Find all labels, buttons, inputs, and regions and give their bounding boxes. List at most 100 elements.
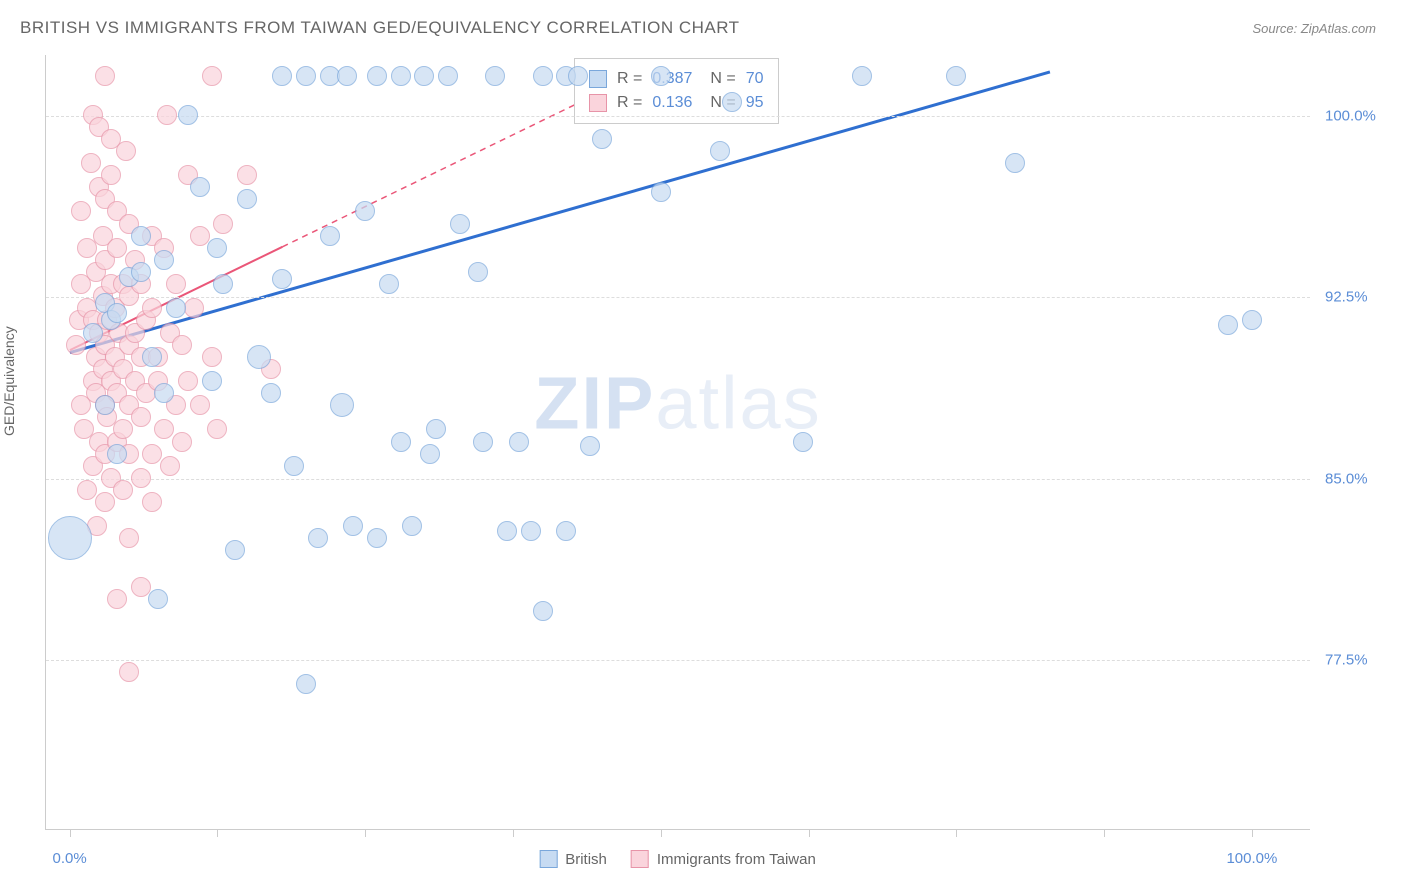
scatter-point xyxy=(202,66,222,86)
scatter-point xyxy=(1005,153,1025,173)
stat-r-label: R = xyxy=(617,70,642,88)
x-tick xyxy=(217,829,218,837)
legend-swatch xyxy=(539,850,557,868)
stat-n-value: 70 xyxy=(746,70,764,88)
scatter-point xyxy=(651,66,671,86)
stat-r-value: 0.136 xyxy=(652,94,692,112)
scatter-point xyxy=(473,432,493,452)
x-tick xyxy=(661,829,662,837)
scatter-point xyxy=(272,269,292,289)
chart-title: BRITISH VS IMMIGRANTS FROM TAIWAN GED/EQ… xyxy=(20,18,740,38)
y-tick-label: 77.5% xyxy=(1325,652,1395,669)
scatter-point xyxy=(154,383,174,403)
scatter-point xyxy=(154,419,174,439)
scatter-point xyxy=(190,177,210,197)
scatter-point xyxy=(237,165,257,185)
x-tick-label: 0.0% xyxy=(53,850,87,867)
stat-r-label: R = xyxy=(617,94,642,112)
scatter-point xyxy=(83,323,103,343)
scatter-point xyxy=(172,335,192,355)
scatter-point xyxy=(852,66,872,86)
scatter-point xyxy=(113,419,133,439)
scatter-point xyxy=(71,201,91,221)
trend-line xyxy=(70,72,1050,353)
scatter-point xyxy=(793,432,813,452)
scatter-point xyxy=(160,456,180,476)
scatter-point xyxy=(592,129,612,149)
stat-n-label: N = xyxy=(710,70,735,88)
scatter-point xyxy=(343,516,363,536)
source-attribution: Source: ZipAtlas.com xyxy=(1252,21,1376,36)
scatter-point xyxy=(131,226,151,246)
scatter-point xyxy=(420,444,440,464)
x-tick xyxy=(809,829,810,837)
scatter-point xyxy=(95,66,115,86)
y-tick-label: 100.0% xyxy=(1325,107,1395,124)
scatter-point xyxy=(225,540,245,560)
scatter-point xyxy=(157,105,177,125)
scatter-point xyxy=(166,274,186,294)
y-tick-label: 85.0% xyxy=(1325,470,1395,487)
scatter-point xyxy=(107,238,127,258)
legend-swatch xyxy=(589,94,607,112)
scatter-point xyxy=(166,298,186,318)
scatter-point xyxy=(337,66,357,86)
scatter-point xyxy=(237,189,257,209)
scatter-point xyxy=(131,407,151,427)
gridline-horizontal xyxy=(46,660,1310,661)
scatter-point xyxy=(107,589,127,609)
scatter-point xyxy=(355,201,375,221)
scatter-point xyxy=(651,182,671,202)
scatter-point xyxy=(468,262,488,282)
scatter-point xyxy=(296,674,316,694)
plot-area: ZIPatlas R =0.387N =70R =0.136N =95 77.5… xyxy=(45,55,1310,830)
scatter-point xyxy=(107,444,127,464)
scatter-point xyxy=(509,432,529,452)
stat-n-value: 95 xyxy=(746,94,764,112)
scatter-point xyxy=(485,66,505,86)
chart-legend: BritishImmigrants from Taiwan xyxy=(539,850,816,868)
scatter-point xyxy=(330,393,354,417)
scatter-point xyxy=(172,432,192,452)
scatter-point xyxy=(184,298,204,318)
scatter-point xyxy=(521,521,541,541)
scatter-point xyxy=(66,335,86,355)
scatter-point xyxy=(119,528,139,548)
x-tick xyxy=(1252,829,1253,837)
y-tick-label: 92.5% xyxy=(1325,289,1395,306)
scatter-point xyxy=(556,521,576,541)
gridline-horizontal xyxy=(46,297,1310,298)
scatter-point xyxy=(946,66,966,86)
scatter-point xyxy=(533,601,553,621)
legend-swatch xyxy=(589,70,607,88)
scatter-point xyxy=(710,141,730,161)
scatter-point xyxy=(113,480,133,500)
scatter-point xyxy=(190,395,210,415)
correlation-stats-box: R =0.387N =70R =0.136N =95 xyxy=(574,58,779,124)
scatter-point xyxy=(308,528,328,548)
scatter-point xyxy=(213,214,233,234)
scatter-point xyxy=(391,432,411,452)
scatter-point xyxy=(438,66,458,86)
scatter-point xyxy=(414,66,434,86)
scatter-point xyxy=(142,347,162,367)
scatter-point xyxy=(107,303,127,323)
scatter-point xyxy=(379,274,399,294)
scatter-point xyxy=(207,238,227,258)
stats-row: R =0.387N =70 xyxy=(589,67,764,91)
x-tick-label: 100.0% xyxy=(1226,850,1277,867)
legend-item: Immigrants from Taiwan xyxy=(631,850,816,868)
scatter-point xyxy=(48,516,92,560)
chart-header: BRITISH VS IMMIGRANTS FROM TAIWAN GED/EQ… xyxy=(0,0,1406,48)
scatter-point xyxy=(190,226,210,246)
scatter-point xyxy=(247,345,271,369)
scatter-point xyxy=(261,383,281,403)
scatter-point xyxy=(178,371,198,391)
scatter-point xyxy=(154,250,174,270)
scatter-point xyxy=(367,528,387,548)
scatter-point xyxy=(207,419,227,439)
scatter-point xyxy=(296,66,316,86)
scatter-point xyxy=(81,153,101,173)
scatter-point xyxy=(202,371,222,391)
scatter-point xyxy=(202,347,222,367)
